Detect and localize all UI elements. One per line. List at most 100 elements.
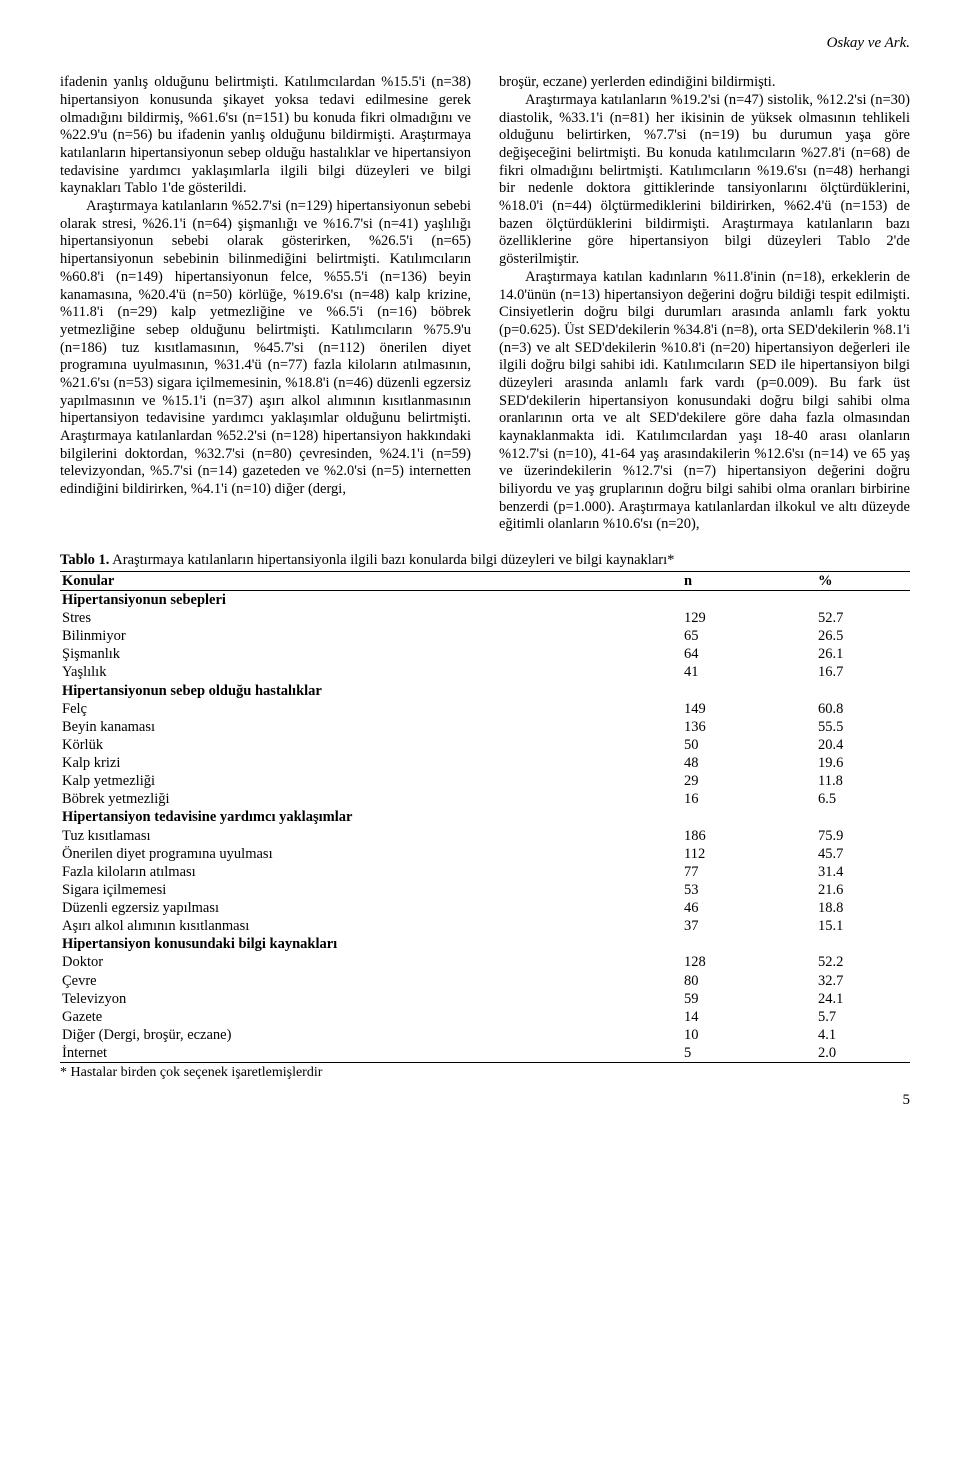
row-label: Televizyon — [60, 990, 682, 1008]
row-p: 52.7 — [816, 609, 910, 627]
row-p: 16.7 — [816, 663, 910, 681]
row-p: 24.1 — [816, 990, 910, 1008]
table-caption-text: Araştırmaya katılanların hipertansiyonla… — [109, 552, 674, 568]
row-n: 37 — [682, 917, 816, 935]
row-p: 19.6 — [816, 754, 910, 772]
row-n: 5 — [682, 1044, 816, 1063]
table-label: Tablo 1. — [60, 552, 109, 568]
table-row: Bilinmiyor6526.5 — [60, 627, 910, 645]
row-p: 55.5 — [816, 718, 910, 736]
row-n: 80 — [682, 972, 816, 990]
row-label: Yaşlılık — [60, 663, 682, 681]
row-n: 41 — [682, 663, 816, 681]
col-header: % — [816, 571, 910, 590]
row-n: 136 — [682, 718, 816, 736]
table-row: Yaşlılık4116.7 — [60, 663, 910, 681]
body-paragraph: Araştırmaya katılanların %19.2'si (n=47)… — [499, 92, 910, 269]
page-number: 5 — [60, 1091, 910, 1109]
table-row: Şişmanlık6426.1 — [60, 645, 910, 663]
row-label: Kalp yetmezliği — [60, 772, 682, 790]
row-n: 128 — [682, 953, 816, 971]
row-label: Doktor — [60, 953, 682, 971]
running-header: Oskay ve Ark. — [60, 34, 910, 52]
section-label: Hipertansiyon tedavisine yardımcı yaklaş… — [60, 808, 910, 826]
row-p: 20.4 — [816, 736, 910, 754]
table-header-row: Konular n % — [60, 571, 910, 590]
row-n: 129 — [682, 609, 816, 627]
table-row: İnternet52.0 — [60, 1044, 910, 1063]
row-label: Stres — [60, 609, 682, 627]
body-paragraph: ifadenin yanlış olduğunu belirtmişti. Ka… — [60, 74, 471, 198]
table-row: Doktor12852.2 — [60, 953, 910, 971]
row-p: 21.6 — [816, 881, 910, 899]
table-row: Felç14960.8 — [60, 700, 910, 718]
table-row: Körlük5020.4 — [60, 736, 910, 754]
row-n: 59 — [682, 990, 816, 1008]
row-n: 186 — [682, 827, 816, 845]
section-label: Hipertansiyonun sebepleri — [60, 590, 910, 609]
row-label: Düzenli egzersiz yapılması — [60, 899, 682, 917]
row-p: 31.4 — [816, 863, 910, 881]
row-p: 60.8 — [816, 700, 910, 718]
row-label: Önerilen diyet programına uyulması — [60, 845, 682, 863]
table-section-row: Hipertansiyon konusundaki bilgi kaynakla… — [60, 935, 910, 953]
table-row: Gazete145.7 — [60, 1008, 910, 1026]
row-label: İnternet — [60, 1044, 682, 1063]
table-row: Fazla kiloların atılması7731.4 — [60, 863, 910, 881]
table-section-row: Hipertansiyonun sebepleri — [60, 590, 910, 609]
right-column: broşür, eczane) yerlerden edindiğini bil… — [499, 74, 910, 534]
row-n: 50 — [682, 736, 816, 754]
two-column-body: ifadenin yanlış olduğunu belirtmişti. Ka… — [60, 74, 910, 534]
table-row: Stres12952.7 — [60, 609, 910, 627]
table-1: Tablo 1. Araştırmaya katılanların hipert… — [60, 552, 910, 1081]
row-n: 46 — [682, 899, 816, 917]
row-n: 65 — [682, 627, 816, 645]
row-p: 52.2 — [816, 953, 910, 971]
table-row: Beyin kanaması13655.5 — [60, 718, 910, 736]
table-row: Kalp yetmezliği2911.8 — [60, 772, 910, 790]
row-p: 26.1 — [816, 645, 910, 663]
row-n: 112 — [682, 845, 816, 863]
body-paragraph: Araştırmaya katılan kadınların %11.8'ini… — [499, 269, 910, 534]
table-row: Çevre8032.7 — [60, 972, 910, 990]
row-n: 29 — [682, 772, 816, 790]
col-header: Konular — [60, 571, 682, 590]
row-p: 45.7 — [816, 845, 910, 863]
row-p: 2.0 — [816, 1044, 910, 1063]
row-label: Fazla kiloların atılması — [60, 863, 682, 881]
row-p: 75.9 — [816, 827, 910, 845]
table-row: Böbrek yetmezliği166.5 — [60, 790, 910, 808]
table-row: Sigara içilmemesi5321.6 — [60, 881, 910, 899]
row-label: Beyin kanaması — [60, 718, 682, 736]
data-table: Konular n % Hipertansiyonun sebepleri St… — [60, 571, 910, 1063]
table-caption: Tablo 1. Araştırmaya katılanların hipert… — [60, 552, 910, 570]
row-p: 4.1 — [816, 1026, 910, 1044]
row-p: 15.1 — [816, 917, 910, 935]
table-row: Televizyon5924.1 — [60, 990, 910, 1008]
section-label: Hipertansiyonun sebep olduğu hastalıklar — [60, 682, 910, 700]
row-label: Kalp krizi — [60, 754, 682, 772]
row-n: 14 — [682, 1008, 816, 1026]
table-row: Düzenli egzersiz yapılması4618.8 — [60, 899, 910, 917]
row-n: 16 — [682, 790, 816, 808]
row-label: Diğer (Dergi, broşür, eczane) — [60, 1026, 682, 1044]
row-label: Aşırı alkol alımının kısıtlanması — [60, 917, 682, 935]
col-header: n — [682, 571, 816, 590]
left-column: ifadenin yanlış olduğunu belirtmişti. Ka… — [60, 74, 471, 534]
row-n: 48 — [682, 754, 816, 772]
table-row: Tuz kısıtlaması18675.9 — [60, 827, 910, 845]
row-p: 11.8 — [816, 772, 910, 790]
row-p: 5.7 — [816, 1008, 910, 1026]
row-label: Çevre — [60, 972, 682, 990]
row-label: Tuz kısıtlaması — [60, 827, 682, 845]
row-n: 77 — [682, 863, 816, 881]
table-row: Kalp krizi4819.6 — [60, 754, 910, 772]
row-label: Şişmanlık — [60, 645, 682, 663]
row-label: Gazete — [60, 1008, 682, 1026]
table-row: Aşırı alkol alımının kısıtlanması3715.1 — [60, 917, 910, 935]
row-n: 10 — [682, 1026, 816, 1044]
row-label: Bilinmiyor — [60, 627, 682, 645]
row-n: 64 — [682, 645, 816, 663]
body-paragraph: broşür, eczane) yerlerden edindiğini bil… — [499, 74, 910, 92]
row-label: Körlük — [60, 736, 682, 754]
